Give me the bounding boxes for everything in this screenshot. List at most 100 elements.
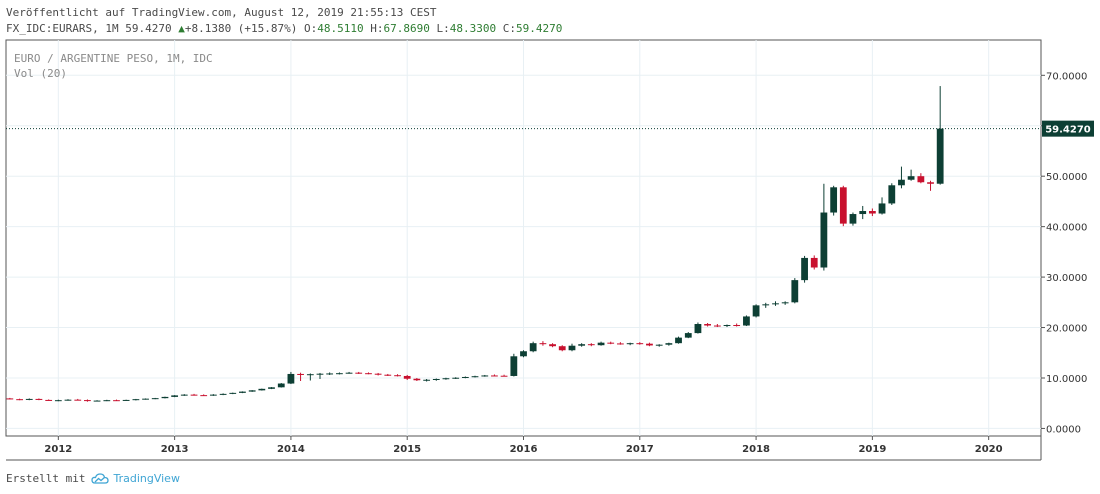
candle-body xyxy=(394,375,401,377)
y-tick-label: 40.0000 xyxy=(1046,223,1087,234)
candles xyxy=(6,86,944,402)
candle-body xyxy=(616,343,624,345)
x-tick-label: 2015 xyxy=(393,444,421,455)
candle-body xyxy=(84,400,91,402)
candle-body xyxy=(142,398,149,400)
close-value: 59.4270 xyxy=(516,22,563,35)
candle-body xyxy=(859,211,867,215)
candle-body xyxy=(510,356,518,376)
candle-body xyxy=(423,379,431,381)
candle-body xyxy=(558,346,566,351)
candle-body xyxy=(597,342,605,346)
candle-body xyxy=(287,373,295,384)
footer-brand[interactable]: TradingView xyxy=(113,472,180,485)
candle-body xyxy=(336,373,343,375)
published-line: Veröffentlicht auf TradingView.com, Augu… xyxy=(6,6,437,19)
candle-body xyxy=(54,400,62,402)
candle-body xyxy=(568,345,576,351)
candle-body xyxy=(268,387,275,389)
close-label: C: xyxy=(502,22,516,35)
candle-body xyxy=(762,304,770,306)
price-change: +8.1380 (+15.87%) xyxy=(184,22,298,35)
candle-body xyxy=(219,393,227,395)
x-tick-label: 2018 xyxy=(742,444,770,455)
candle-body xyxy=(549,344,556,347)
candle-body xyxy=(704,324,711,326)
candle-body xyxy=(151,398,159,400)
candle-body xyxy=(74,399,82,401)
candle-body xyxy=(927,182,934,184)
candle-body xyxy=(830,187,838,213)
candle-body xyxy=(888,185,896,204)
candle-body xyxy=(239,391,246,393)
candle-body xyxy=(849,214,857,224)
x-tick-label: 2014 xyxy=(277,444,305,455)
candle-body xyxy=(820,212,828,268)
chart-legend-volume: Vol (20) xyxy=(14,67,67,80)
x-tick-label: 2016 xyxy=(510,444,538,455)
candle-body xyxy=(413,378,421,381)
candle-body xyxy=(655,344,663,346)
candle-body xyxy=(200,395,208,397)
candle-body xyxy=(936,128,944,184)
candle-body xyxy=(587,344,595,346)
quote-line: FX_IDC:EURARS, 1M 59.4270 ▲+8.1380 (+15.… xyxy=(6,22,562,36)
x-tick-label: 2017 xyxy=(626,444,654,455)
price-chart[interactable]: 70.000060.000050.000040.000030.000020.00… xyxy=(0,0,1100,470)
grid: 70.000060.000050.000040.000030.000020.00… xyxy=(6,40,1087,455)
candle-body xyxy=(868,211,876,214)
candle-body xyxy=(481,375,489,377)
y-tick-label: 30.0000 xyxy=(1046,273,1087,284)
candle-body xyxy=(6,398,14,400)
candle-body xyxy=(190,394,198,396)
x-tick-label: 2012 xyxy=(44,444,72,455)
candle-body xyxy=(684,333,692,338)
candle-body xyxy=(297,373,304,375)
candle-body xyxy=(636,343,644,345)
candle-body xyxy=(781,302,789,304)
footer-prefix: Erstellt mit xyxy=(6,472,86,485)
candle-body xyxy=(277,383,285,388)
candle-body xyxy=(791,280,799,303)
candle-body xyxy=(733,325,741,327)
up-triangle-icon: ▲ xyxy=(178,22,185,35)
candle-body xyxy=(810,257,818,268)
candle-body xyxy=(471,376,479,378)
candle-body xyxy=(326,373,334,375)
candle-body xyxy=(743,316,750,326)
candle-body xyxy=(35,398,43,400)
candle-body xyxy=(306,374,314,376)
candle-body xyxy=(122,399,130,401)
candle-body xyxy=(539,343,547,345)
candle-body xyxy=(229,392,237,394)
candle-body xyxy=(626,343,634,345)
candle-body xyxy=(898,179,905,186)
candle-body xyxy=(365,373,372,375)
candle-body xyxy=(316,373,324,375)
candle-body xyxy=(752,305,760,317)
candle-body xyxy=(607,342,615,344)
last-price: 59.4270 xyxy=(125,22,172,35)
chart-legend-title: EURO / ARGENTINE PESO, 1M, IDC xyxy=(14,52,213,65)
candle-body xyxy=(432,378,440,380)
candle-body xyxy=(878,203,886,214)
candle-body xyxy=(132,399,140,401)
candle-body xyxy=(713,325,721,327)
x-tick-label: 2020 xyxy=(975,444,1003,455)
tradingview-logo-icon xyxy=(91,472,110,484)
candle-body xyxy=(180,394,188,396)
candle-body xyxy=(461,376,469,378)
candle-body xyxy=(529,343,537,352)
low-label: L: xyxy=(436,22,450,35)
candle-body xyxy=(801,257,808,281)
candle-body xyxy=(64,399,72,401)
candle-body xyxy=(113,400,120,402)
open-value: 48.5110 xyxy=(317,22,364,35)
candle-body xyxy=(907,176,915,180)
open-label: O: xyxy=(304,22,318,35)
candle-body xyxy=(646,343,653,346)
x-tick-label: 2013 xyxy=(161,444,189,455)
y-tick-label: 10.0000 xyxy=(1046,374,1087,385)
candle-body xyxy=(500,375,508,377)
candle-body xyxy=(93,400,101,402)
